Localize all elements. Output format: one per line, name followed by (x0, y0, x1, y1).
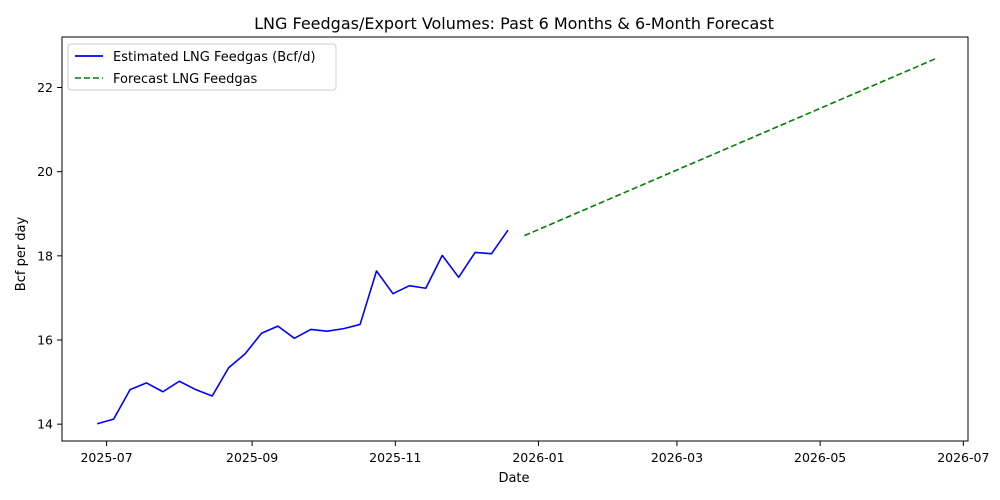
x-axis-label: Date (498, 471, 529, 486)
x-tick-label: 2025-09 (226, 450, 278, 465)
x-tick-label: 2026-07 (937, 450, 989, 465)
legend-label-forecast: Forecast LNG Feedgas (113, 72, 258, 87)
y-tick-label: 22 (37, 80, 53, 95)
x-tick-label: 2026-03 (651, 450, 703, 465)
x-tick-label: 2026-01 (512, 450, 564, 465)
y-tick-label: 14 (37, 417, 53, 432)
plot-area (61, 36, 969, 442)
plot-frame (61, 36, 969, 442)
y-tick-label: 16 (37, 333, 53, 348)
legend: Estimated LNG Feedgas (Bcf/d) Forecast L… (67, 43, 337, 91)
x-tick-label: 2025-11 (369, 450, 421, 465)
y-tick-label: 18 (37, 248, 53, 263)
legend-frame (67, 43, 337, 91)
series-line-forecast (524, 58, 936, 237)
series-line-estimated (96, 229, 509, 425)
y-axis-label: Bcf per day (14, 216, 29, 291)
legend-label-estimated: Estimated LNG Feedgas (Bcf/d) (113, 50, 316, 65)
x-tick-label: 2025-07 (80, 450, 132, 465)
x-tick-label: 2026-05 (794, 450, 846, 465)
axis-ticks: 2025-07 2025-09 2025-11 2026-01 2026-03 2026-… (37, 80, 989, 465)
chart-title: LNG Feedgas/Export Volumes: Past 6 Month… (254, 14, 774, 33)
y-tick-label: 20 (37, 164, 53, 179)
